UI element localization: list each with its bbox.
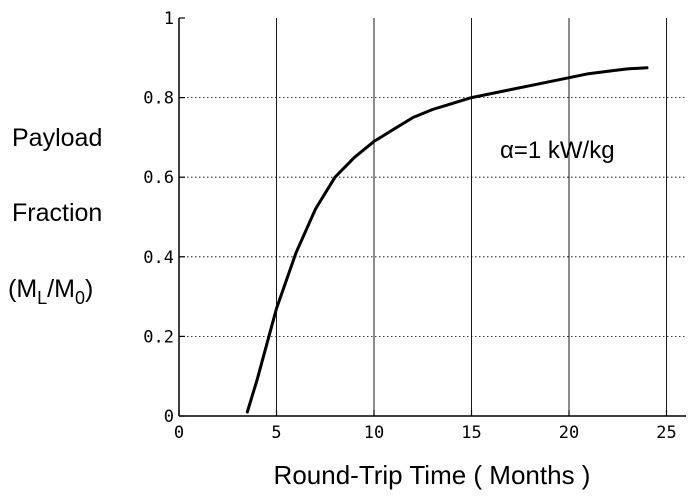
tick-label-layer: 0 5 10 15 20 25 0 0.2 0.4 0.6 0.8 1: [143, 9, 676, 443]
y-tick-label-2: 0.4: [143, 248, 174, 268]
y-label-line-3: (ML/M0): [8, 275, 94, 308]
y-label-line-1: Payload: [12, 124, 103, 152]
y-label-line-2: Fraction: [12, 199, 103, 227]
x-tick-label-3: 15: [461, 423, 481, 443]
y-tick-label-4: 0.8: [143, 89, 174, 109]
y-label-sub-0: 0: [74, 288, 85, 308]
y-label-open: (M: [8, 275, 38, 303]
series-line-0: [245, 66, 649, 414]
x-tick-label-1: 5: [271, 423, 281, 443]
x-axis-label: Round-Trip Time ( Months ): [274, 460, 591, 490]
x-tick-label-2: 10: [364, 423, 384, 443]
x-tick-label-0: 0: [174, 423, 184, 443]
y-label-close: ): [84, 275, 94, 303]
series-layer: [245, 66, 649, 414]
y-label-mid: /M: [47, 275, 75, 303]
grid-layer: [179, 18, 686, 416]
axis-layer: [178, 17, 686, 417]
y-label-sub-l: L: [37, 288, 48, 308]
annotation-alpha: α=1 kW/kg: [500, 137, 615, 164]
x-tick-label-4: 20: [559, 423, 579, 443]
y-tick-label-0: 0: [164, 407, 174, 427]
y-tick-label-5: 1: [164, 9, 174, 29]
x-tick-label-5: 25: [656, 423, 676, 443]
y-tick-label-1: 0.2: [143, 327, 174, 347]
y-tick-label-3: 0.6: [143, 168, 174, 188]
